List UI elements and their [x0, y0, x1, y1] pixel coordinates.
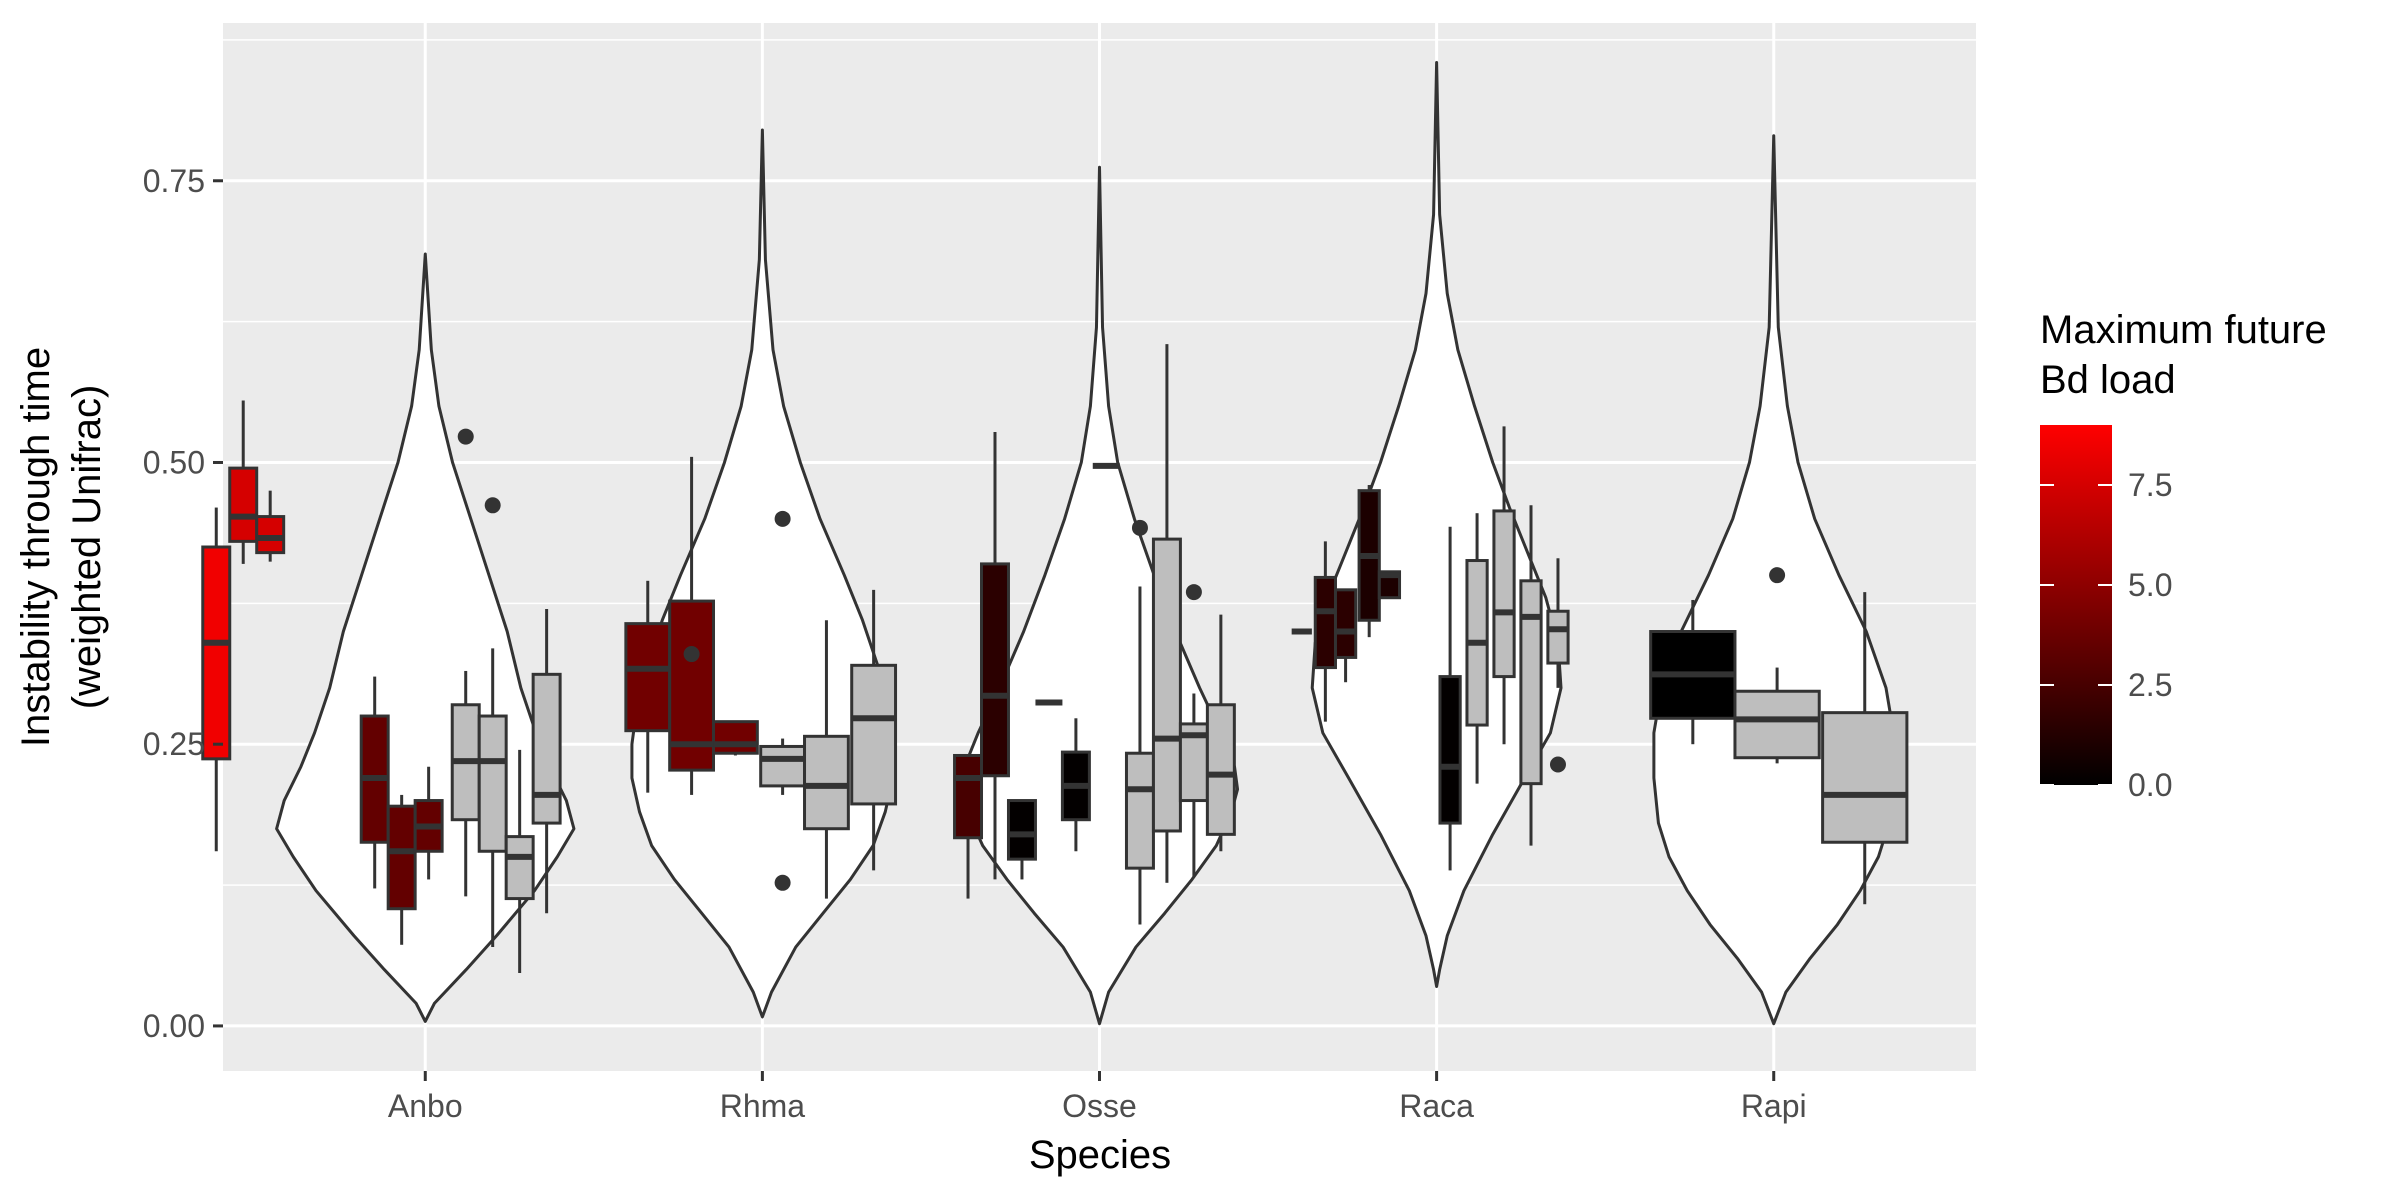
box-osse: [1205, 614, 1236, 852]
box-rapi: [1649, 599, 1737, 745]
box-rhma: [850, 589, 898, 871]
box-anbo: [228, 400, 259, 564]
box-anbo: [201, 507, 232, 852]
outlier-point: [1131, 519, 1148, 536]
box-body: [803, 734, 850, 831]
box-body: [386, 804, 417, 911]
x-tick-label: Osse: [1062, 1088, 1137, 1124]
box-anbo: [504, 749, 535, 973]
box-body: [1519, 579, 1543, 786]
box-body: [759, 744, 807, 788]
y-tick-label: 0.00: [143, 1008, 205, 1044]
box-raca: [1519, 505, 1543, 846]
box-rhma: [803, 620, 850, 899]
legend-tick-label: 0.0: [2128, 767, 2172, 803]
box-body: [1006, 799, 1037, 861]
box-rhma: [759, 510, 807, 891]
y-tick-label: 0.75: [143, 163, 205, 199]
outlier-point: [774, 510, 791, 527]
legend: Maximum future Bd load 0.0 2.5 5.0 7.5: [2040, 308, 2327, 803]
legend-colorbar: [2040, 425, 2112, 785]
box-osse: [1060, 718, 1091, 852]
boxes: [201, 344, 1909, 973]
legend-title-line1: Maximum future: [2040, 308, 2327, 352]
box-osse: [980, 432, 1010, 880]
box-body: [504, 835, 535, 901]
x-axis-title: Species: [1029, 1133, 1171, 1177]
box-raca: [1492, 426, 1516, 745]
box-anbo: [413, 766, 444, 880]
box-body: [1333, 588, 1358, 659]
box-raca: [1465, 513, 1489, 784]
box-rapi: [1733, 567, 1821, 764]
y-axis-title-line2: (weighted Unifrac): [65, 385, 109, 710]
box-body: [1492, 509, 1516, 679]
box-raca: [1333, 588, 1358, 683]
box-osse: [953, 753, 984, 899]
box-anbo: [477, 497, 508, 948]
box-body: [1821, 711, 1909, 844]
box-body: [1733, 689, 1821, 760]
y-tick-label: 0.25: [143, 726, 205, 762]
box-body: [201, 545, 232, 761]
box-body: [255, 515, 286, 555]
x-tick-label: Rhma: [720, 1088, 806, 1124]
box-body: [1205, 703, 1236, 836]
box-anbo: [531, 608, 562, 914]
x-tick-label: Rapi: [1741, 1088, 1807, 1124]
y-axis: 0.00 0.25 0.50 0.75: [143, 163, 223, 1044]
x-tick-label: Raca: [1399, 1088, 1474, 1124]
box-raca: [1438, 526, 1462, 871]
box-rapi: [1821, 592, 1909, 905]
box-anbo: [255, 490, 286, 562]
box-raca: [1546, 558, 1570, 773]
box-body: [712, 720, 759, 755]
box-body: [477, 714, 508, 853]
box-body: [531, 672, 562, 825]
box-rhma: [668, 456, 716, 795]
box-anbo: [359, 676, 390, 889]
outlier-point: [457, 428, 474, 445]
y-axis-title-line1: Instability through time: [14, 347, 58, 747]
y-tick-label: 0.50: [143, 444, 205, 480]
legend-title-line2: Bd load: [2040, 358, 2176, 402]
outlier-point: [484, 497, 501, 514]
box-osse: [1151, 344, 1182, 883]
box-body: [228, 466, 259, 543]
box-body: [953, 753, 984, 840]
box-body: [1124, 751, 1155, 870]
box-osse: [1006, 799, 1037, 880]
outlier-point: [1185, 584, 1202, 601]
box-body: [980, 562, 1010, 778]
x-axis: Anbo Rhma Osse Raca Rapi: [388, 1071, 1807, 1124]
y-axis-title: Instability through time (weighted Unifr…: [14, 347, 109, 747]
box-rhma: [712, 720, 759, 756]
box-body: [1546, 609, 1570, 665]
legend-tick-label: 7.5: [2128, 467, 2172, 503]
legend-tick-label: 5.0: [2128, 567, 2172, 603]
box-body: [1313, 575, 1337, 670]
box-osse: [1178, 584, 1209, 878]
box-body: [624, 622, 672, 733]
outlier-point: [774, 874, 791, 891]
box-body: [1151, 537, 1182, 833]
legend-ticks: 0.0 2.5 5.0 7.5: [2040, 467, 2172, 803]
box-anbo: [450, 428, 481, 897]
outlier-point: [683, 646, 700, 663]
outlier-point: [1769, 567, 1786, 584]
box-anbo: [386, 794, 417, 945]
legend-tick-label: 2.5: [2128, 667, 2172, 703]
box-raca: [1377, 570, 1402, 600]
x-tick-label: Anbo: [388, 1088, 463, 1124]
box-raca: [1357, 485, 1381, 638]
box-body: [850, 663, 898, 806]
outlier-point: [1549, 756, 1566, 773]
box-body: [1438, 675, 1462, 825]
box-body: [1377, 570, 1402, 600]
